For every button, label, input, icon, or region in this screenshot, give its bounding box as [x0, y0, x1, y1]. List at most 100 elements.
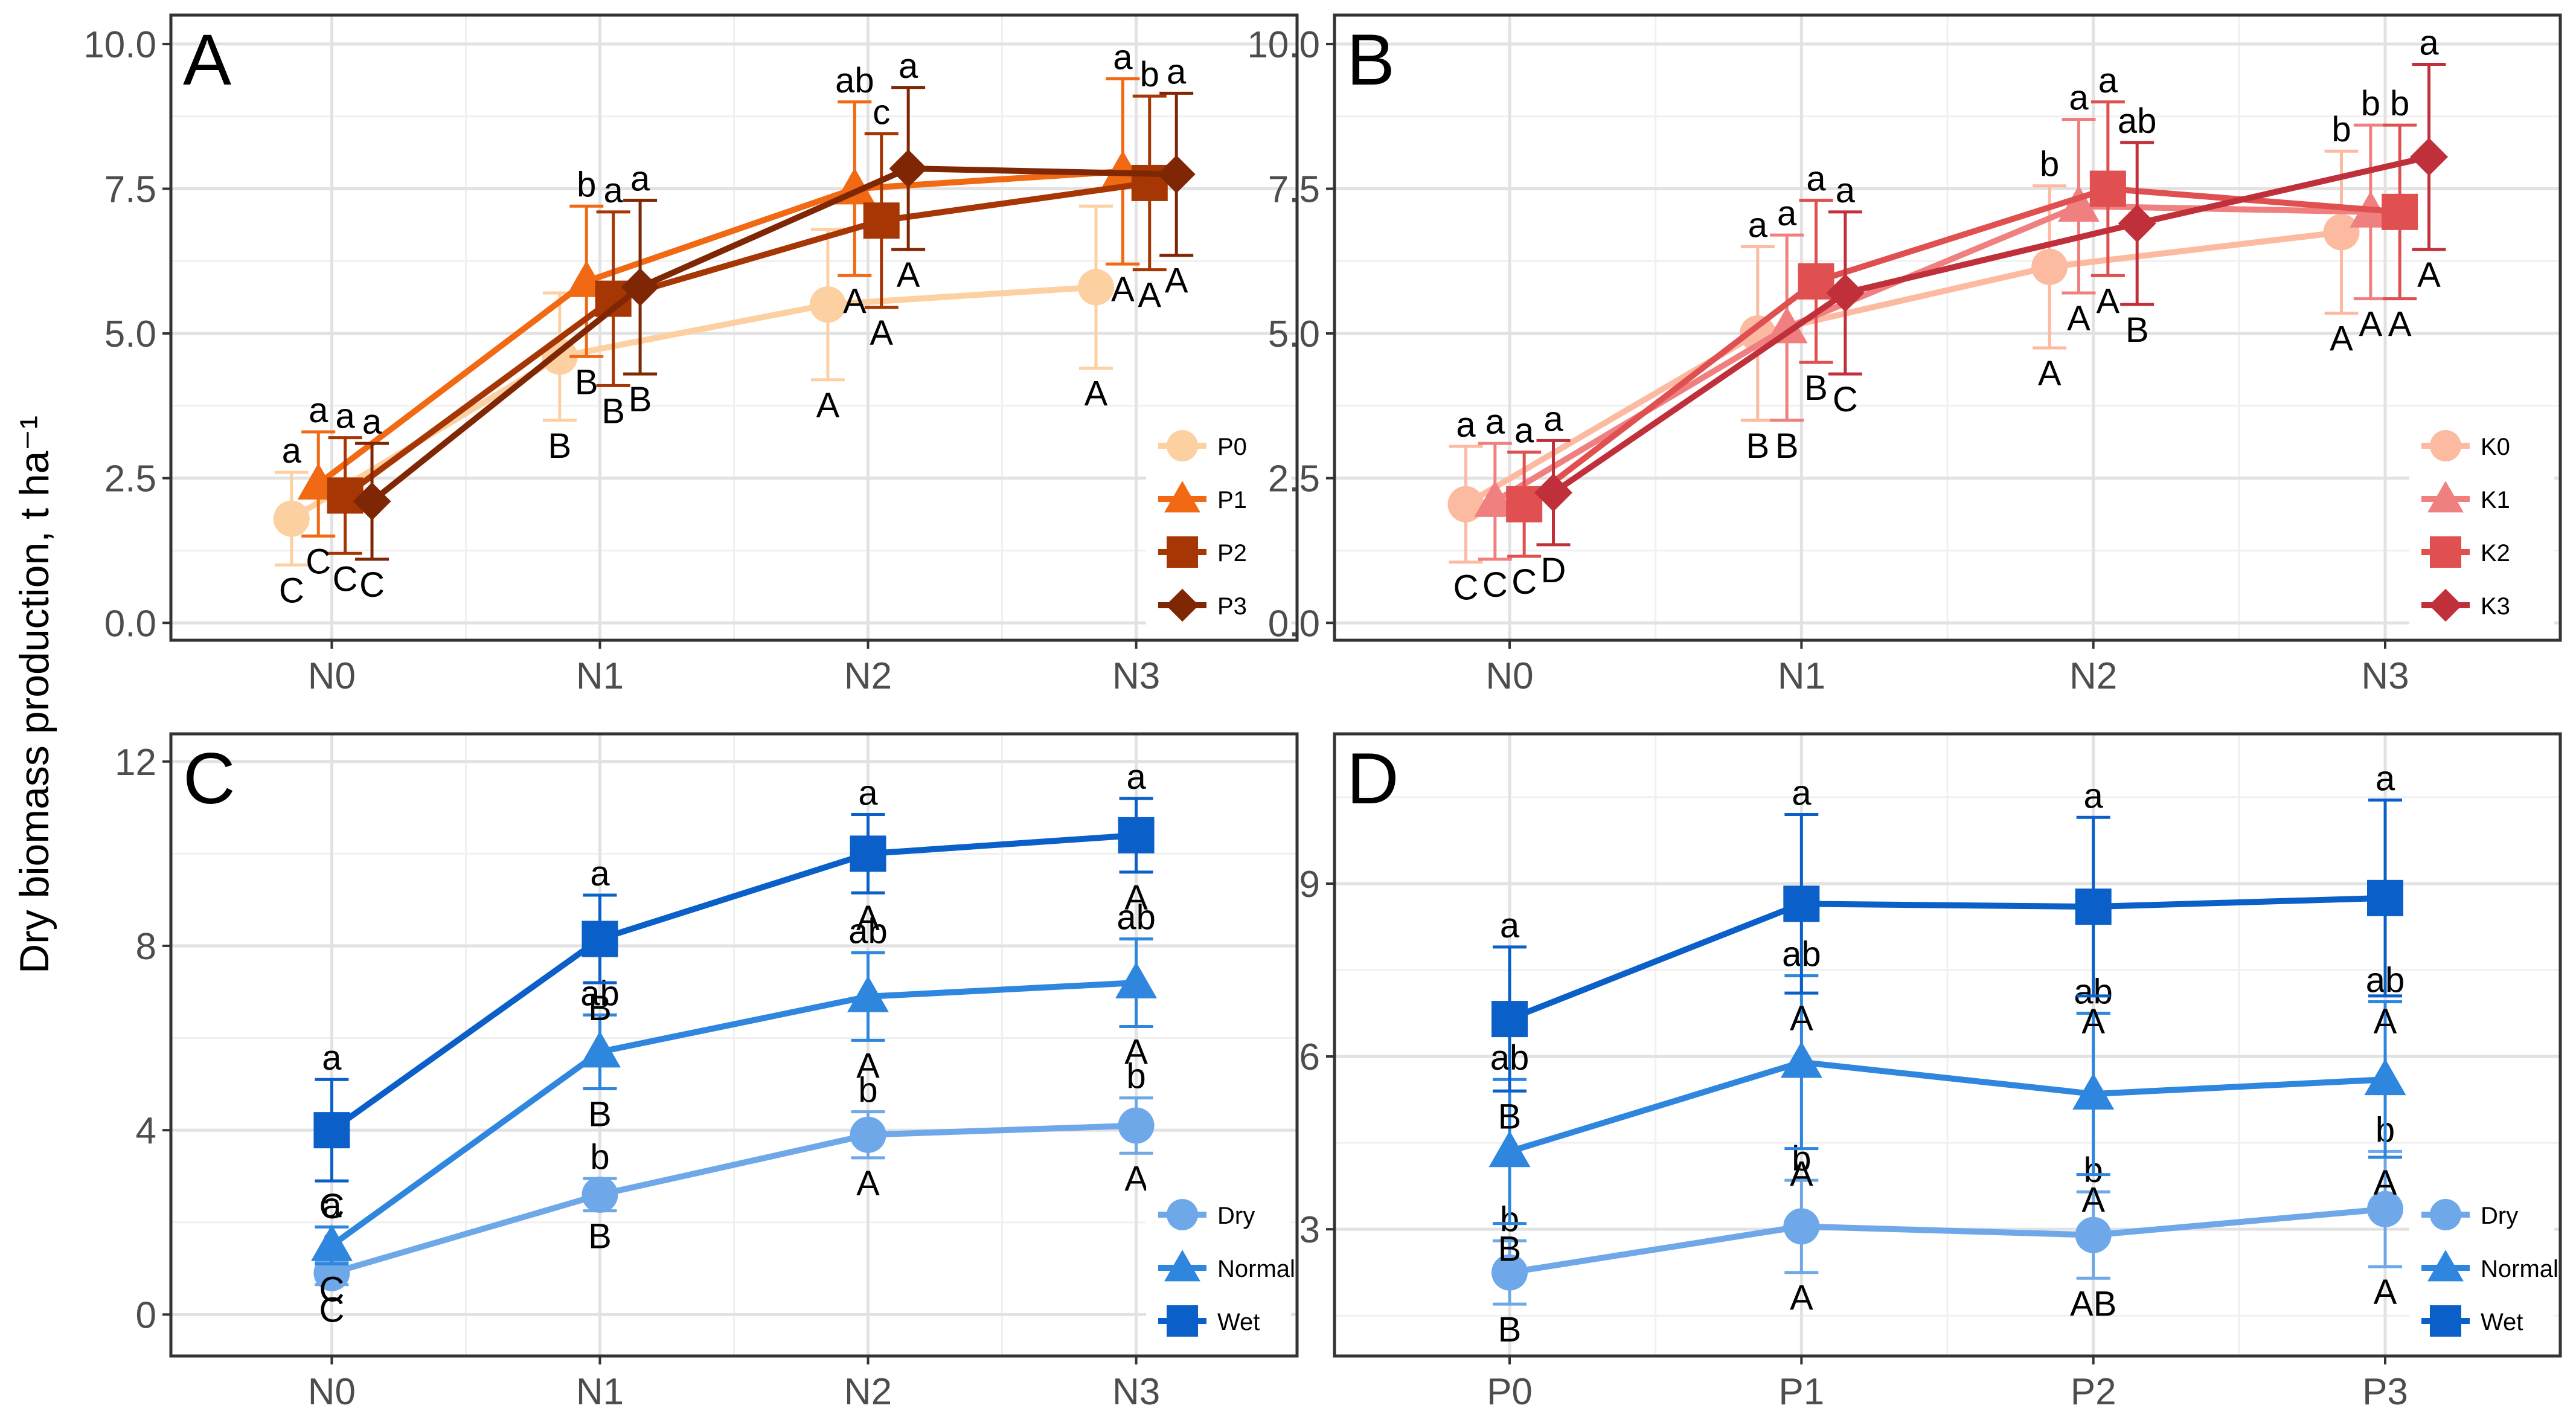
marker-triangle	[1164, 481, 1200, 513]
x-tick-label: N2	[844, 1371, 892, 1413]
significance-upper-case: A	[1790, 1279, 1813, 1318]
marker-circle	[2430, 1199, 2461, 1230]
legend: Dry Normal Wet	[2409, 1184, 2558, 1350]
significance-upper-case: A	[1124, 1159, 1148, 1198]
significance-upper-case: B	[575, 362, 598, 402]
significance-upper-case: A	[870, 313, 893, 353]
y-tick-label: 9	[1299, 864, 1320, 905]
significance-upper-case: A	[1124, 878, 1148, 917]
significance-upper-case: B	[2126, 310, 2149, 350]
significance-upper-case: B	[588, 1217, 612, 1256]
significance-upper-case: B	[1775, 426, 1799, 466]
marker-triangle	[1164, 1250, 1200, 1282]
series-dry: bBbAbABbA	[1491, 1110, 2403, 1349]
marker-square	[1118, 817, 1155, 853]
x-tick-label: N2	[2069, 655, 2117, 697]
marker-triangle	[1766, 307, 1808, 344]
marker-square	[1491, 1001, 1528, 1038]
x-tick-label: P0	[1487, 1371, 1533, 1413]
significance-lower-case: a	[1485, 402, 1505, 442]
marker-circle	[1447, 486, 1484, 522]
significance-lower-case: a	[1167, 52, 1187, 91]
panel-label: B	[1347, 19, 1395, 100]
marker-circle	[2367, 1190, 2403, 1227]
marker-circle	[1167, 1199, 1198, 1230]
significance-upper-case: B	[1498, 1097, 1522, 1136]
significance-upper-case: B	[1804, 368, 1828, 408]
significance-lower-case: a	[1543, 399, 1563, 439]
marker-square	[313, 1112, 350, 1149]
marker-diamond	[1534, 474, 1572, 512]
significance-upper-case: C	[1482, 565, 1508, 605]
legend: K0 K1 K2 K3	[2409, 416, 2554, 634]
y-tick-label: 12	[115, 742, 156, 783]
marker-diamond	[2118, 204, 2156, 243]
significance-lower-case: b	[2361, 84, 2380, 123]
series-line	[331, 1122, 1136, 1276]
series-line	[343, 179, 1150, 498]
marker-circle	[809, 286, 846, 323]
marker-square	[2089, 170, 2126, 207]
legend-label: P1	[1217, 487, 1247, 513]
significance-upper-case: A	[2374, 1163, 2397, 1203]
significance-upper-case: A	[1790, 1155, 1813, 1194]
marker-diamond	[2429, 588, 2462, 622]
marker-circle	[850, 1116, 886, 1153]
marker-circle	[2075, 1216, 2112, 1253]
marker-diamond	[1826, 274, 1865, 312]
marker-square	[1783, 885, 1820, 922]
significance-lower-case: b	[2390, 84, 2409, 123]
significance-upper-case: A	[2038, 354, 2062, 393]
y-tick-label: 5.0	[1268, 313, 1320, 355]
marker-square	[2430, 1305, 2461, 1337]
significance-upper-case: B	[548, 426, 572, 466]
significance-lower-case: a	[362, 402, 382, 442]
series-k0: a Ca Bb Ab A	[1447, 110, 2360, 608]
x-tick-label: N0	[308, 655, 356, 697]
series-wet: a Ba Aa Aa A	[1491, 759, 2403, 1136]
series-line	[1508, 895, 2386, 1022]
significance-lower-case: ab	[2118, 101, 2157, 141]
significance-upper-case: B	[601, 391, 625, 431]
series-line	[330, 832, 1136, 1133]
legend-label: Dry	[1217, 1203, 1255, 1229]
marker-circle	[2323, 214, 2360, 251]
x-tick-label: N0	[1485, 655, 1533, 697]
significance-upper-case: C	[359, 565, 385, 605]
x-tick-label: N1	[1778, 655, 1825, 697]
significance-lower-case: a	[1777, 194, 1797, 233]
marker-triangle	[1780, 1041, 1822, 1078]
series-line	[1508, 1059, 2386, 1155]
marker-triangle	[2072, 1073, 2115, 1110]
marker-square	[863, 202, 900, 239]
marker-triangle	[1115, 962, 1158, 998]
marker-diamond	[1165, 588, 1199, 622]
significance-upper-case: B	[588, 989, 612, 1028]
significance-upper-case: A	[2417, 255, 2441, 295]
significance-lower-case: a	[604, 171, 624, 210]
significance-lower-case: a	[1748, 205, 1768, 245]
significance-upper-case: A	[1790, 999, 1813, 1038]
significance-upper-case: A	[2067, 299, 2091, 338]
series-line	[316, 168, 1123, 487]
panel-label: A	[183, 19, 231, 100]
significance-upper-case: C	[333, 559, 358, 599]
marker-circle	[582, 1176, 618, 1213]
panel-border	[169, 732, 1299, 1358]
marker-square	[327, 477, 364, 514]
y-tick-label: 6	[1299, 1036, 1320, 1078]
significance-lower-case: a	[1113, 37, 1133, 77]
significance-upper-case: AB	[2070, 1284, 2116, 1323]
panel-border	[1333, 13, 2562, 642]
significance-lower-case: b	[590, 1137, 609, 1177]
significance-lower-case: a	[590, 854, 610, 893]
significance-upper-case: A	[2374, 1002, 2397, 1041]
significance-lower-case: a	[2098, 61, 2118, 100]
legend-label: P0	[1217, 434, 1247, 460]
legend-label: P2	[1217, 540, 1247, 567]
significance-lower-case: a	[2084, 776, 2104, 815]
